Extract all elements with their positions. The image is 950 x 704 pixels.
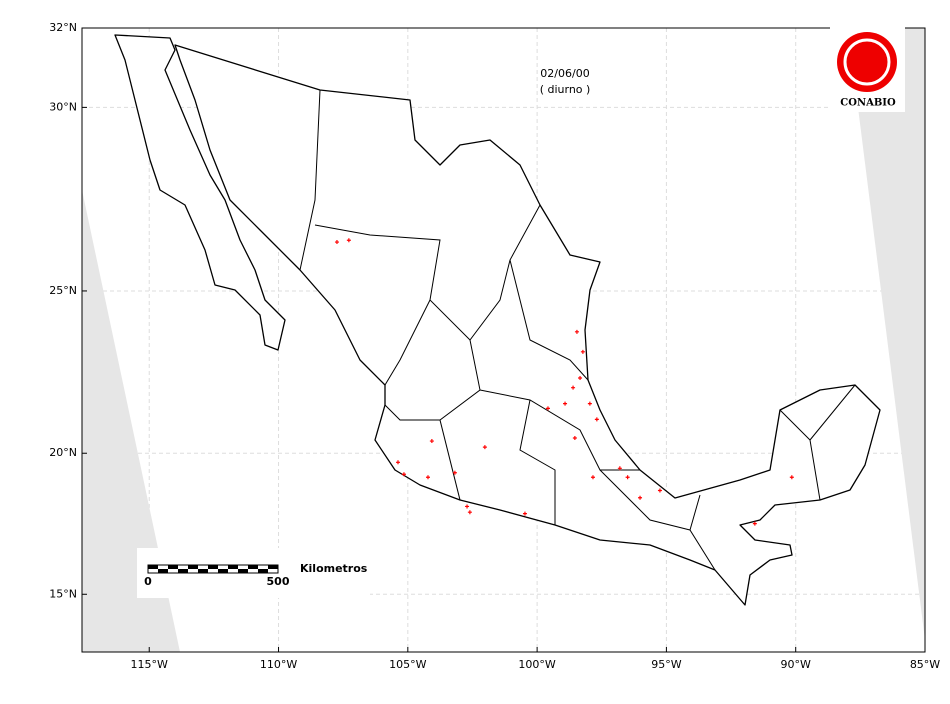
scale-check [248,565,258,569]
hotspot [465,504,470,509]
period: ( diurno ) [540,83,591,96]
x-tick-label: 105°W [389,658,426,671]
logo-ring [843,38,891,86]
y-tick-label: 32°N [49,21,77,34]
hotspot [545,406,550,411]
hotspot [482,445,487,450]
scale-check [178,569,188,573]
hotspot [638,495,643,500]
scale-check [168,565,178,569]
scale-check [188,565,198,569]
scale-check [148,565,158,569]
logo-text: CONABIO [840,98,896,109]
hotspot [625,475,630,480]
scale-check [158,569,168,573]
scale-check [228,565,238,569]
y-tick-label: 15°N [49,587,77,600]
y-tick-label: 30°N [49,100,77,113]
hotspot [452,470,457,475]
hotspot [789,475,794,480]
scale-check [238,569,248,573]
hotspot [395,460,400,465]
y-tick-label: 25°N [49,284,77,297]
logo: CONABIO [830,22,905,112]
scale-check [208,565,218,569]
hotspot [467,510,472,515]
y-tick-label: 20°N [49,446,77,459]
hotspot [590,475,595,480]
x-tick-label: 95°W [651,658,681,671]
hotspot [572,435,577,440]
state-borders [299,89,856,571]
hotspot [580,349,585,354]
hotspot [563,401,568,406]
hotspot [522,511,527,516]
baja-california [114,34,286,351]
scale-end: 500 [267,575,290,588]
hotspot [657,488,662,493]
map-frame [81,27,926,653]
scale-check [268,565,278,569]
no-coverage-right [848,28,925,640]
scale-start: 0 [144,575,152,588]
hotspot [587,401,592,406]
hotspot [594,417,599,422]
hotspot [571,385,576,390]
hotspots [334,238,794,526]
hotspot [429,439,434,444]
hotspot [401,472,406,477]
hotspot [425,475,430,480]
hotspot [617,466,622,471]
x-tick-label: 115°W [131,658,168,671]
hotspot [578,375,583,380]
scale-unit: Kilometros [300,562,368,575]
date: 02/06/00 [540,67,589,80]
x-tick-label: 100°W [518,658,555,671]
no-coverage-left [82,190,180,652]
mainland-mexico [174,44,881,606]
scale-check [198,569,208,573]
hotspot [346,238,351,243]
scale-bar: Kilometros 0 500 [137,548,370,598]
hotspot [334,240,339,245]
x-tick-label: 85°W [910,658,940,671]
hotspot [752,521,757,526]
hotspot [574,329,579,334]
scale-checks [148,565,278,573]
scale-check [258,569,268,573]
x-tick-label: 90°W [781,658,811,671]
x-tick-label: 110°W [260,658,297,671]
scale-check [218,569,228,573]
